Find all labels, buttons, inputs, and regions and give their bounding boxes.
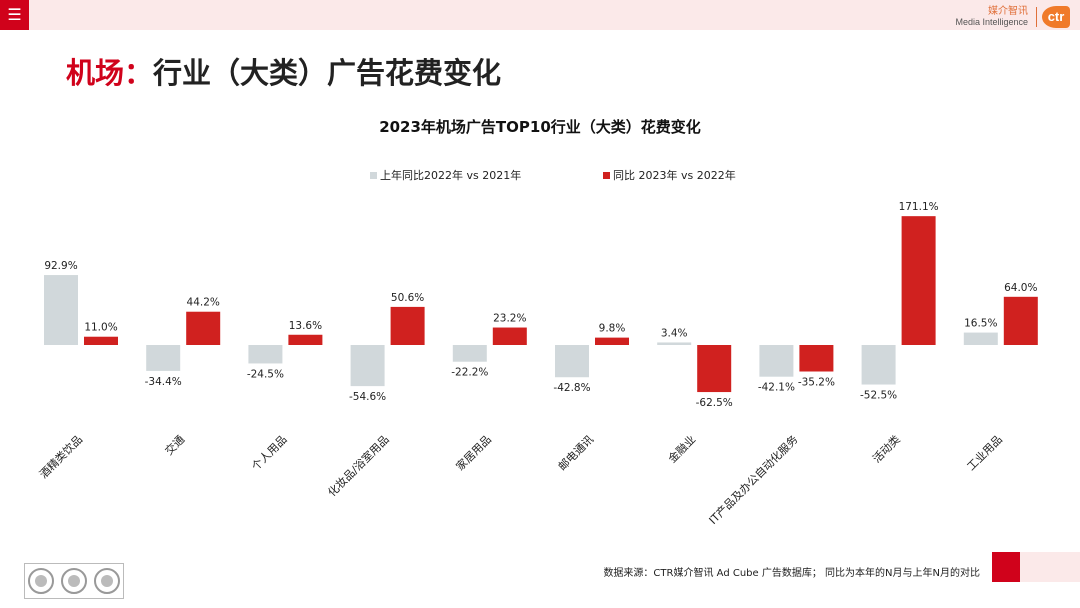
bar-curr-year [595,337,629,345]
data-label: -62.5% [696,397,733,409]
bar-prev-year [555,345,589,378]
brand-name-cn: 媒介智讯 [988,6,1028,18]
brand-divider [1036,7,1037,27]
sgs-badge-icon [60,568,87,594]
sgs-badge-icon [93,568,120,594]
category-label: 酒精类饮品 [36,432,85,481]
data-label: 13.6% [289,320,322,332]
data-label: -42.1% [758,382,795,394]
sgs-badge-icon [28,568,55,594]
data-label: 64.0% [1004,282,1037,294]
brand-name-en: Media Intelligence [955,16,1028,27]
brand-logo-area: 媒介智讯 Media Intelligence ctr [955,4,1070,30]
chart-legend: 上年同比2022年 vs 2021年 同比 2023年 vs 2022年 [0,167,1080,183]
bar-curr-year [288,334,323,345]
category-label: 活动类 [869,432,902,465]
bar-prev-year [657,342,692,345]
bar-prev-year [350,345,385,387]
page-title-rest: 行业（大类）广告花费变化 [153,56,502,90]
bar-prev-year [146,345,181,371]
footer-accent-block [992,552,1020,582]
category-label: 工业用品 [965,433,1005,473]
legend-label-prev: 上年同比2022年 vs 2021年 [380,169,522,182]
data-label: -42.8% [553,382,590,394]
category-label: 个人用品 [249,433,289,473]
data-label: 16.5% [964,318,997,330]
legend-item-curr: 同比 2023年 vs 2022年 [603,167,736,183]
bar-prev-year [248,345,283,364]
data-label: -52.5% [860,390,897,402]
category-label: 化妆品/浴室用品 [325,432,392,499]
legend-label-curr: 同比 2023年 vs 2022年 [613,169,736,182]
data-label: 44.2% [187,297,220,309]
data-label: 23.2% [493,313,526,325]
legend-item-prev: 上年同比2022年 vs 2021年 [370,167,521,183]
page-title: 机场：行业（大类）广告花费变化 [66,50,501,92]
bar-prev-year [861,345,896,385]
ctr-logo: ctr [1042,6,1070,28]
bar-prev-year [452,345,487,362]
bar-curr-year [492,327,527,345]
category-label: 交通 [162,432,187,457]
category-label: 金融业 [665,432,698,465]
legend-swatch-curr [603,171,610,179]
category-label: 邮电通讯 [556,433,596,473]
data-label: -24.5% [247,368,284,380]
data-label: -54.6% [349,391,386,403]
bar-curr-year [1003,296,1038,345]
data-label: 50.6% [391,292,424,304]
category-label: 家居用品 [453,432,494,473]
data-label: 3.4% [661,327,688,339]
data-label: 171.1% [899,201,939,213]
data-label: -35.2% [798,377,835,389]
bar-prev-year [963,332,998,345]
certification-badges [24,563,124,599]
legend-swatch-prev [370,171,377,179]
bar-curr-year [186,311,221,345]
bar-chart: 92.9% 11.0% 酒精类饮品 -34.4% 44.2% 交通 -24.5% 13.6% 个… [36,201,1038,527]
bar-prev-year [759,345,794,377]
data-label: 9.8% [599,323,626,335]
data-label: 92.9% [44,260,77,272]
page-title-highlight: 机场： [66,56,154,90]
bar-curr-year [799,345,834,372]
top-bar [0,0,1080,30]
bar-curr-year [84,336,118,345]
data-label: 11.0% [84,322,117,334]
chart-title: 2023年机场广告TOP10行业（大类）花费变化 [379,118,701,136]
bar-curr-year [697,345,732,393]
bar-curr-year [901,216,936,345]
data-source-note: 数据来源：CTR媒介智讯 Ad Cube 广告数据库； 同比为本年的N月与上年N… [603,568,980,579]
data-label: -34.4% [145,376,182,388]
hamburger-menu-icon[interactable]: ☰ [0,0,29,30]
data-label: -22.2% [451,367,488,379]
category-label: IT产品及办公自动化服务 [706,432,801,527]
bar-curr-year [390,306,425,345]
bar-prev-year [44,275,78,345]
